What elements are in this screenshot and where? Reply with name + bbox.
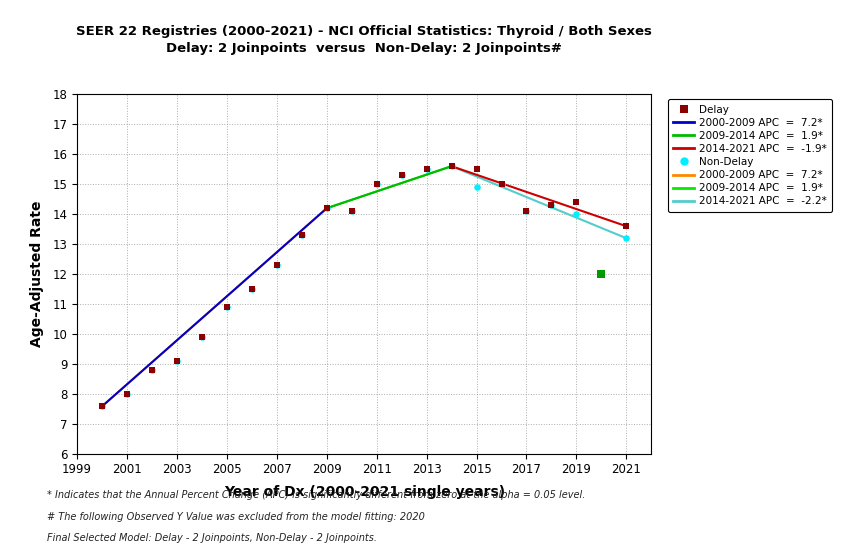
Legend: Delay, 2000-2009 APC  =  7.2*, 2009-2014 APC  =  1.9*, 2014-2021 APC  =  -1.9*, : Delay, 2000-2009 APC = 7.2*, 2009-2014 A… — [668, 99, 832, 212]
Point — [370, 179, 384, 188]
Point — [120, 390, 134, 399]
Point — [171, 357, 184, 366]
Point — [145, 366, 159, 375]
Point — [620, 222, 633, 230]
Point — [620, 234, 633, 243]
Point — [145, 366, 159, 375]
Point — [570, 198, 584, 207]
Point — [320, 204, 333, 213]
Point — [445, 162, 458, 171]
Point — [195, 333, 209, 342]
Point — [370, 179, 384, 188]
Point — [245, 285, 259, 294]
X-axis label: Year of Dx (2000-2021 single years): Year of Dx (2000-2021 single years) — [224, 485, 505, 499]
Text: Delay: 2 Joinpoints  versus  Non-Delay: 2 Joinpoints#: Delay: 2 Joinpoints versus Non-Delay: 2 … — [166, 42, 562, 54]
Point — [345, 207, 358, 216]
Point — [270, 261, 284, 270]
Point — [295, 231, 309, 240]
Point — [270, 261, 284, 270]
Point — [195, 333, 209, 342]
Point — [595, 270, 608, 279]
Point — [470, 165, 483, 173]
Point — [519, 207, 533, 216]
Point — [544, 201, 558, 209]
Point — [345, 207, 358, 216]
Text: # The following Observed Y Value was excluded from the model fitting: 2020: # The following Observed Y Value was exc… — [47, 512, 425, 522]
Point — [120, 390, 134, 399]
Point — [95, 402, 109, 411]
Point — [220, 303, 234, 312]
Point — [320, 204, 333, 213]
Point — [519, 207, 533, 216]
Point — [395, 171, 409, 179]
Point — [420, 165, 434, 173]
Point — [494, 179, 508, 188]
Point — [295, 231, 309, 240]
Point — [395, 171, 409, 179]
Point — [544, 201, 558, 209]
Point — [245, 285, 259, 294]
Point — [420, 165, 434, 173]
Point — [570, 210, 584, 219]
Text: SEER 22 Registries (2000-2021) - NCI Official Statistics: Thyroid / Both Sexes: SEER 22 Registries (2000-2021) - NCI Off… — [76, 25, 652, 38]
Y-axis label: Age-Adjusted Rate: Age-Adjusted Rate — [30, 201, 44, 347]
Point — [220, 303, 234, 312]
Text: Final Selected Model: Delay - 2 Joinpoints, Non-Delay - 2 Joinpoints.: Final Selected Model: Delay - 2 Joinpoin… — [47, 533, 377, 543]
Point — [171, 357, 184, 366]
Point — [494, 179, 508, 188]
Point — [95, 402, 109, 411]
Point — [470, 183, 483, 192]
Point — [445, 162, 458, 171]
Text: * Indicates that the Annual Percent Change (APC) is significantly different from: * Indicates that the Annual Percent Chan… — [47, 490, 585, 500]
